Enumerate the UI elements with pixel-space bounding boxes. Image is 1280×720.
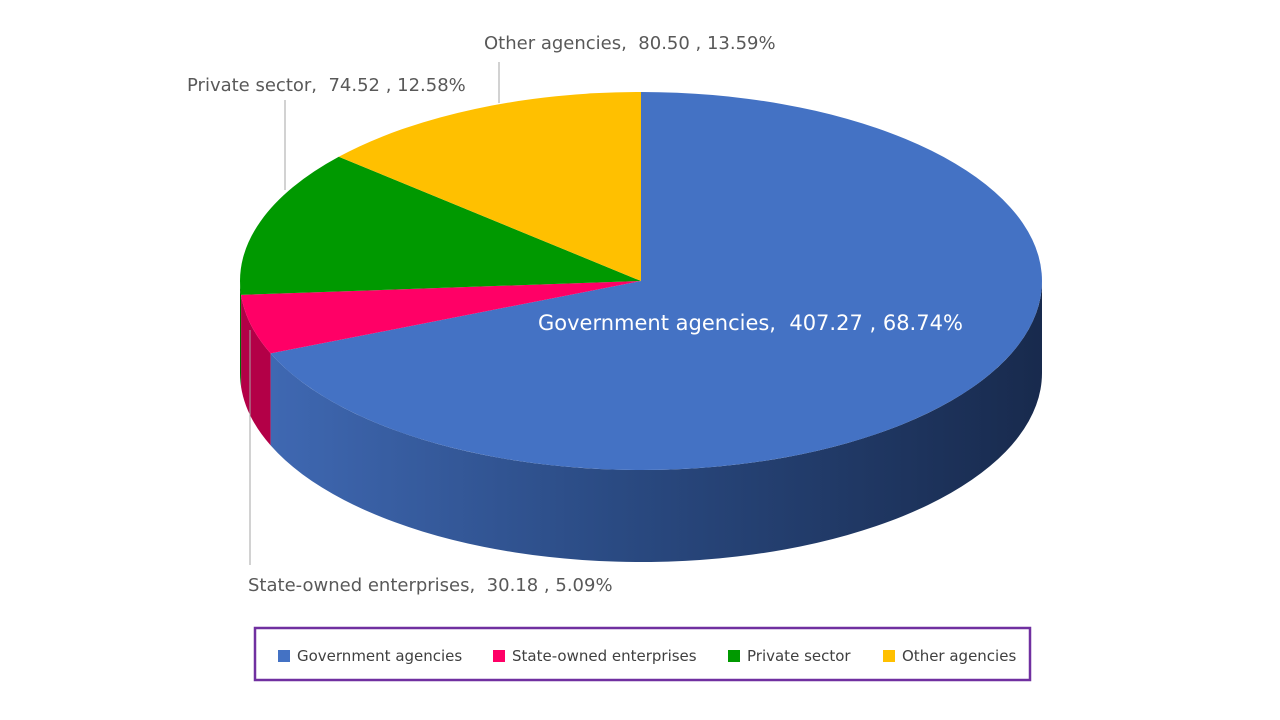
legend-label: Private sector [747,647,851,665]
pie-slice-other-agencies [338,92,641,281]
legend-label: State-owned enterprises [512,647,697,665]
pie-tops [240,92,1042,470]
pie-slice-government-agencies [270,92,1042,470]
data-label: Other agencies, 80.50 , 13.59% [484,33,776,54]
legend-label: Government agencies [297,647,462,665]
leader-lines [249,62,500,565]
pie-side-private-sector [240,281,242,387]
data-label: State-owned enterprises, 30.18 , 5.09% [248,575,613,596]
pie-slice-state-owned-enterprises [241,281,641,354]
data-label: Private sector, 74.52 , 12.58% [187,75,466,96]
legend-box [253,626,1032,682]
legend-swatch [728,650,740,662]
legend: Government agencies State-owned enterpris… [253,626,1032,682]
pie-slice-private-sector [240,156,642,295]
pie-side-government-agencies [270,281,1042,563]
pie-sides [240,281,1042,563]
legend-swatch [883,650,895,662]
legend-label: Other agencies [902,647,1016,665]
data-label: Government agencies, 407.27 , 68.74% [538,311,963,335]
legend-swatch [278,650,290,662]
data-labels: Government agencies, 407.27 , 68.74% Stat… [187,33,963,596]
legend-swatch [493,650,505,662]
pie-side-state-owned-enterprises [241,294,271,446]
